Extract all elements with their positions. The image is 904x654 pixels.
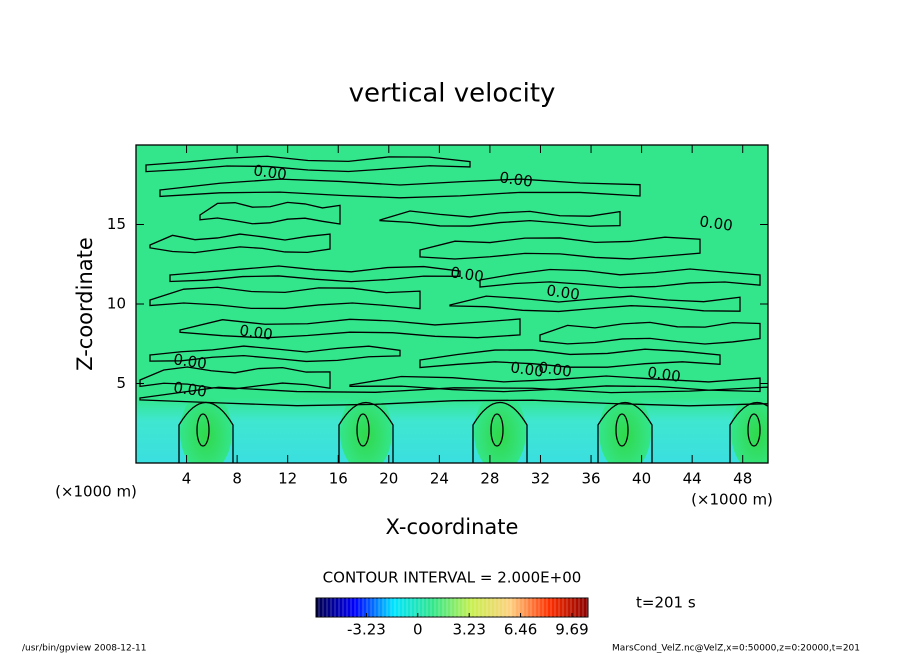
contour-line bbox=[449, 295, 741, 313]
contour-label: 0.00 bbox=[646, 363, 682, 385]
colorbar-tick-label: 0 bbox=[413, 621, 423, 639]
updraft-core bbox=[180, 392, 232, 463]
footer-left: /usr/bin/gpview 2008-12-11 bbox=[22, 644, 146, 654]
contour-label: 0.00 bbox=[172, 350, 208, 372]
x-unit: (×1000 m) bbox=[55, 483, 137, 501]
x-tick-label: 4 bbox=[182, 470, 192, 488]
contour-label: 0.00 bbox=[498, 168, 534, 190]
time-label: t=201 s bbox=[636, 594, 696, 612]
contour-line bbox=[597, 401, 653, 463]
updraft-core bbox=[474, 392, 526, 463]
x-tick-label: 8 bbox=[232, 470, 242, 488]
contour-line bbox=[472, 401, 528, 463]
contour-line bbox=[179, 318, 521, 339]
x-unit: (×1000 m) bbox=[691, 491, 773, 509]
updraft-core bbox=[599, 392, 651, 463]
colorbar-tick-label: 9.69 bbox=[555, 621, 588, 639]
colorbar bbox=[315, 597, 589, 618]
colorbar-tick-label: 6.46 bbox=[504, 621, 537, 639]
contour-label: 0.00 bbox=[172, 378, 208, 400]
x-tick-label: 12 bbox=[278, 470, 297, 488]
x-tick-label: 20 bbox=[379, 470, 398, 488]
contour-line bbox=[149, 286, 421, 310]
x-tick-label: 24 bbox=[430, 470, 449, 488]
contour-line bbox=[139, 366, 331, 390]
y-axis-label: Z-coordinate bbox=[73, 237, 97, 371]
contour-line bbox=[419, 348, 721, 369]
x-tick-label: 28 bbox=[480, 470, 499, 488]
chart-title: vertical velocity bbox=[349, 79, 556, 109]
contour-line bbox=[729, 401, 768, 463]
contour-label: 0.00 bbox=[545, 281, 581, 303]
x-tick-label: 48 bbox=[733, 470, 752, 488]
contour-line bbox=[149, 233, 331, 254]
contour-interval: CONTOUR INTERVAL = 2.000E+00 bbox=[323, 569, 582, 587]
contour-label: 0.00 bbox=[509, 358, 545, 380]
x-tick-label: 40 bbox=[632, 470, 651, 488]
contour-label: 0.00 bbox=[698, 212, 734, 234]
updraft-core bbox=[731, 392, 768, 463]
contour-line bbox=[169, 265, 461, 283]
contour-line bbox=[196, 413, 210, 447]
contour-line bbox=[145, 155, 471, 173]
x-tick-label: 32 bbox=[531, 470, 550, 488]
contour-line bbox=[490, 413, 504, 447]
colorbar-tick-label: -3.23 bbox=[347, 621, 386, 639]
y-tick-label: 15 bbox=[107, 215, 126, 233]
y-tick-label: 10 bbox=[107, 295, 126, 313]
y-tick-label: 5 bbox=[116, 374, 126, 392]
contour-label: 0.00 bbox=[252, 161, 288, 183]
contour-line bbox=[539, 321, 761, 345]
x-axis-label: X-coordinate bbox=[386, 515, 519, 539]
contour-line bbox=[199, 201, 341, 225]
contour-label: 0.00 bbox=[449, 263, 485, 285]
x-tick-label: 16 bbox=[329, 470, 348, 488]
contour-line bbox=[615, 413, 629, 447]
updraft-core bbox=[340, 392, 392, 463]
contour-line bbox=[159, 178, 641, 199]
contour-label: 0.00 bbox=[537, 358, 573, 380]
contour-line bbox=[747, 413, 761, 447]
contour-line bbox=[479, 268, 761, 289]
contour-line bbox=[356, 413, 370, 447]
contour-line bbox=[149, 345, 401, 363]
footer-right: MarsCond_VelZ.nc@VelZ,x=0:50000,z=0:2000… bbox=[612, 644, 860, 654]
contour-line bbox=[379, 210, 621, 227]
contour-line bbox=[338, 401, 394, 463]
contour-line bbox=[419, 236, 701, 260]
contour-line bbox=[139, 386, 768, 407]
colorbar-tick-label: 3.23 bbox=[452, 621, 485, 639]
contour-label: 0.00 bbox=[238, 321, 274, 343]
contour-line bbox=[349, 375, 761, 393]
contour-field bbox=[139, 155, 768, 463]
low-level-field bbox=[136, 398, 768, 463]
x-tick-label: 44 bbox=[683, 470, 702, 488]
x-tick-label: 36 bbox=[581, 470, 600, 488]
